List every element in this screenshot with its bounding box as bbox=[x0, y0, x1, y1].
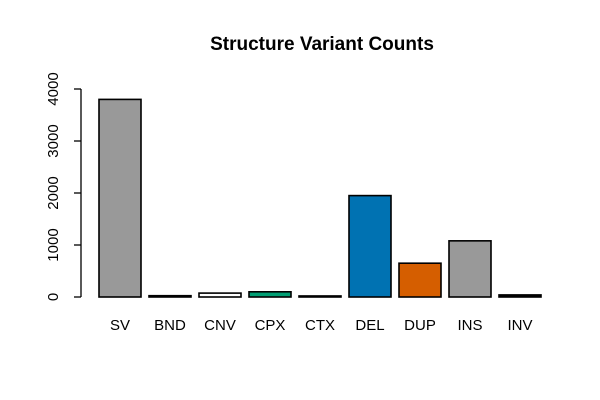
x-tick-label-ctx: CTX bbox=[305, 317, 335, 334]
x-tick-label-cpx: CPX bbox=[255, 317, 286, 334]
bars-group bbox=[98, 98, 542, 298]
y-tick-label-4000: 4000 bbox=[45, 72, 62, 105]
x-tick-label-ins: INS bbox=[457, 317, 482, 334]
x-tick-label-inv: INV bbox=[507, 317, 532, 334]
bar-dup bbox=[398, 262, 442, 298]
x-tick-label-del: DEL bbox=[355, 317, 384, 334]
x-tick-label-cnv: CNV bbox=[204, 317, 236, 334]
y-axis: 0 1000 2000 3000 4000 bbox=[45, 72, 82, 301]
bar-del bbox=[348, 194, 392, 298]
bar-cnv bbox=[198, 292, 242, 298]
y-tick-label-3000: 3000 bbox=[45, 124, 62, 157]
x-tick-label-sv: SV bbox=[110, 317, 130, 334]
chart-title: Structure Variant Counts bbox=[210, 34, 434, 55]
y-tick-label-1000: 1000 bbox=[45, 228, 62, 261]
bar-inv bbox=[498, 294, 542, 298]
x-axis-labels: SV BND CNV CPX CTX DEL DUP INS INV bbox=[110, 317, 533, 334]
x-tick-label-dup: DUP bbox=[404, 317, 436, 334]
bar-sv bbox=[98, 98, 142, 298]
y-tick-label-2000: 2000 bbox=[45, 176, 62, 209]
bar-bnd bbox=[148, 294, 192, 298]
bar-cpx bbox=[248, 290, 292, 298]
bar-ins bbox=[448, 240, 492, 298]
bar-ctx bbox=[298, 295, 342, 298]
y-tick-label-0: 0 bbox=[45, 293, 62, 301]
x-tick-label-bnd: BND bbox=[154, 317, 186, 334]
